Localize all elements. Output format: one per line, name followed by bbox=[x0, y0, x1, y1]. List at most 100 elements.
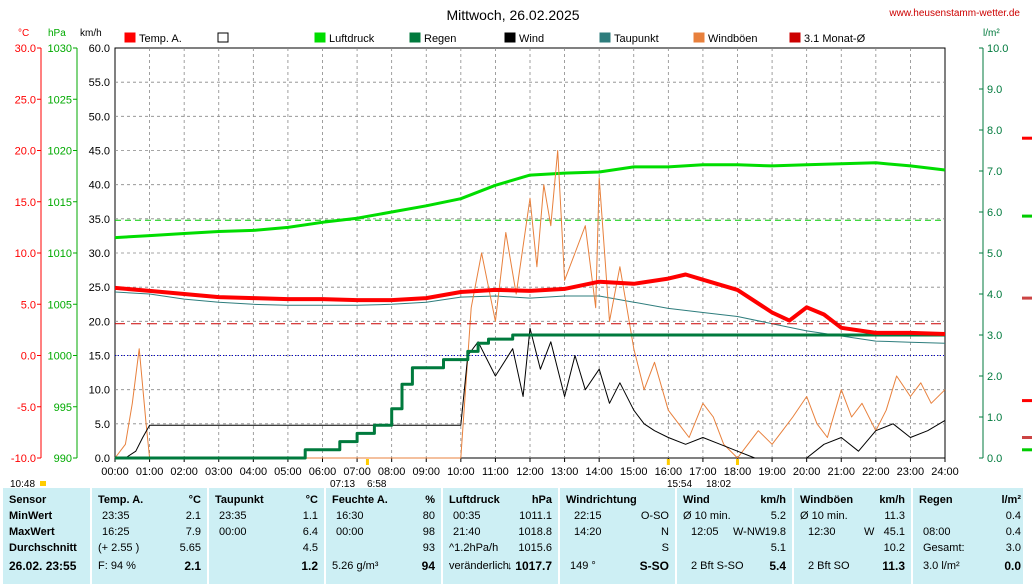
col-sensor: Sensor MinWert MaxWert Durchschnitt 26.0… bbox=[3, 488, 90, 584]
rain-now: 0.0 bbox=[1004, 559, 1021, 573]
temp-max-time: 16:25 bbox=[102, 526, 130, 538]
legend-label: Temp. A. bbox=[139, 33, 182, 45]
legend-label: Regen bbox=[424, 33, 456, 45]
wind-avg: 5.1 bbox=[770, 542, 786, 554]
rain-unit: l/m² bbox=[1001, 494, 1021, 506]
dir-min: O-SO bbox=[640, 510, 669, 522]
hum-now-label: 5.26 g/m³ bbox=[332, 560, 379, 572]
x-tick-label: 07:00 bbox=[343, 466, 371, 478]
gust-avg: 10.2 bbox=[883, 542, 905, 554]
pressure-tick-label: 1015 bbox=[48, 197, 72, 209]
temp-unit: °C bbox=[188, 494, 201, 506]
right-markers bbox=[1022, 136, 1032, 452]
press-min-time: 00:35 bbox=[453, 510, 481, 522]
rain-tick-label: 0.0 bbox=[987, 453, 1002, 465]
wind-tick-label: 15.0 bbox=[89, 351, 110, 363]
temp-tick-label: 20.0 bbox=[15, 146, 36, 158]
rain-total-label: Gesamt: bbox=[923, 542, 965, 554]
series-line-windb-en bbox=[114, 150, 946, 459]
gust-now-label: 2 Bft SO bbox=[808, 560, 850, 572]
temp-avg-label: (+ 2.55 ) bbox=[98, 542, 140, 554]
pressure-tick-label: 1005 bbox=[48, 299, 72, 311]
series-line-taupunkt bbox=[114, 291, 946, 344]
sunset-marker-label: 15:54 bbox=[667, 479, 692, 488]
hum-now: 94 bbox=[421, 559, 435, 573]
series-line-regen bbox=[115, 333, 945, 460]
x-tick-label: 09:00 bbox=[412, 466, 440, 478]
axes: 30.0 25.0 20.0 15.0 10.0 5.0 0.0 -5.0 -10.0 1030 1… bbox=[11, 43, 1008, 486]
x-tick-label: 05:00 bbox=[274, 466, 302, 478]
x-tick-label: 06:00 bbox=[309, 466, 337, 478]
wind-now: 5.4 bbox=[769, 559, 786, 573]
hum-max: 98 bbox=[422, 526, 435, 538]
gust-header: Windböen bbox=[800, 494, 854, 506]
wind-header: Wind bbox=[683, 494, 710, 506]
wind-min: 5.2 bbox=[770, 510, 786, 522]
press-trend: ^1.2hPa/h bbox=[449, 542, 499, 554]
temp-unit-label: °C bbox=[18, 28, 29, 39]
dir-header: Windrichtung bbox=[566, 494, 637, 506]
gust-min-label: Ø 10 min. bbox=[800, 510, 848, 522]
hdr-sensor: Sensor bbox=[9, 494, 47, 506]
temp-min: 2.1 bbox=[185, 510, 201, 522]
x-tick-label: 23:00 bbox=[897, 466, 925, 478]
x-tick-label: 19:00 bbox=[758, 466, 786, 478]
series-layer bbox=[114, 150, 946, 460]
temp-now-label: F: 94 % bbox=[98, 560, 136, 572]
series-line-temp-a- bbox=[114, 272, 946, 336]
legend: Temp. A. Luftdruck Regen Wind Taupunkt Windbö… bbox=[124, 32, 866, 45]
x-tick-label: 15:00 bbox=[620, 466, 648, 478]
x-tick-label: 10:00 bbox=[447, 466, 475, 478]
wind-tick-label: 45.0 bbox=[89, 146, 110, 158]
press-trend-arrow: ↓ bbox=[507, 560, 513, 572]
col-dewpoint: Taupunkt °C 23:35 1.1 00:00 6.4 4.5 1.2 bbox=[209, 488, 324, 584]
x-tick-label: 18:00 bbox=[724, 466, 752, 478]
row-max-label: MaxWert bbox=[9, 526, 55, 538]
temp-tick-label: 5.0 bbox=[21, 299, 36, 311]
gust-max-time: 12:30 bbox=[808, 526, 836, 538]
hum-unit: % bbox=[425, 494, 435, 506]
dir-avg: S bbox=[661, 542, 669, 554]
wind-max: 19.8 bbox=[764, 526, 786, 538]
rain-min: 0.4 bbox=[1005, 510, 1021, 522]
col-pressure: Luftdruck hPa 00:35 1011.1 21:40 1018.8 ^1.… bbox=[443, 488, 558, 584]
temp-tick-label: 15.0 bbox=[15, 197, 36, 209]
wind-tick-label: 35.0 bbox=[89, 214, 110, 226]
wind-now-label: 2 Bft S-SO bbox=[691, 560, 744, 572]
pressure-tick-label: 995 bbox=[54, 402, 72, 414]
temp-tick-label: 30.0 bbox=[15, 43, 36, 55]
rain-tick-label: 7.0 bbox=[987, 166, 1002, 178]
summary-panel: Sensor MinWert MaxWert Durchschnitt 26.0… bbox=[3, 488, 1023, 584]
press-header: Luftdruck bbox=[449, 494, 500, 506]
pressure-tick-label: 1010 bbox=[48, 248, 72, 260]
pressure-tick-label: 990 bbox=[54, 453, 72, 465]
rain-tick-label: 6.0 bbox=[987, 207, 1002, 219]
row-now-label: 26.02. 23:55 bbox=[9, 559, 77, 573]
x-tick-label: 01:00 bbox=[136, 466, 164, 478]
legend-label: 3.1 Monat-Ø bbox=[804, 33, 866, 45]
hum-header: Feuchte A. bbox=[332, 494, 388, 506]
x-tick-label: 22:00 bbox=[862, 466, 890, 478]
temp-tick-label: -5.0 bbox=[17, 402, 36, 414]
wind-min-label: Ø 10 min. bbox=[683, 510, 731, 522]
wind-tick-label: 20.0 bbox=[89, 316, 110, 328]
x-tick-label: 24:00 bbox=[931, 466, 959, 478]
dir-now: S-SO bbox=[639, 559, 669, 573]
rain-tick-label: 4.0 bbox=[987, 289, 1002, 301]
wind-tick-label: 25.0 bbox=[89, 282, 110, 294]
x-tick-label: 03:00 bbox=[205, 466, 233, 478]
x-tick-label: 21:00 bbox=[827, 466, 855, 478]
pressure-tick-label: 1025 bbox=[48, 94, 72, 106]
x-tick-label: 00:00 bbox=[101, 466, 129, 478]
start-time-label: 10:48 bbox=[10, 479, 35, 488]
dew-max: 6.4 bbox=[302, 526, 318, 538]
x-tick-label: 02:00 bbox=[170, 466, 198, 478]
hum-max-time: 00:00 bbox=[336, 526, 364, 538]
hum-min: 80 bbox=[422, 510, 435, 522]
wind-tick-label: 5.0 bbox=[95, 419, 110, 431]
weather-chart: Mittwoch, 26.02.2025 www.heusenstamm-wet… bbox=[10, 7, 1032, 488]
chart-title: Mittwoch, 26.02.2025 bbox=[446, 7, 579, 23]
rain-tick-label: 2.0 bbox=[987, 371, 1002, 383]
site-link[interactable]: www.heusenstamm-wetter.de bbox=[888, 8, 1020, 19]
legend-label: Taupunkt bbox=[614, 33, 659, 45]
